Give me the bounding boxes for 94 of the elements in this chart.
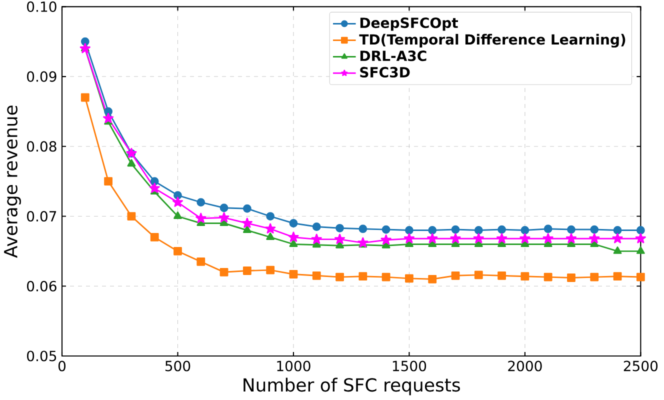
point: [266, 212, 275, 220]
point: [196, 198, 206, 206]
y-tick-label: 0.08: [27, 141, 56, 152]
y-tick-label: 0.05: [27, 350, 56, 362]
y-tick-label: 0.07: [27, 210, 56, 222]
legend-label: DRL-A3C: [360, 50, 426, 62]
point: [498, 225, 506, 234]
point: [404, 233, 415, 244]
x-tick-label: 1500: [392, 360, 426, 372]
point: [242, 226, 252, 233]
point: [635, 233, 646, 244]
point: [520, 226, 530, 234]
point: [613, 272, 622, 281]
y-tick-label: 0.09: [27, 71, 56, 82]
point: [474, 270, 483, 280]
x-axis-title: Number of SFC requests: [244, 378, 460, 396]
point: [544, 272, 552, 282]
point: [80, 37, 90, 46]
point: [520, 272, 530, 281]
point: [104, 107, 112, 116]
point: [450, 233, 461, 244]
point: [590, 225, 599, 234]
point: [172, 196, 184, 207]
point: [127, 212, 136, 220]
point: [149, 182, 160, 193]
point: [380, 234, 392, 245]
point: [428, 274, 437, 284]
point: [336, 224, 344, 232]
point: [636, 246, 645, 254]
point: [312, 271, 321, 280]
point: [289, 219, 298, 228]
point: [567, 274, 576, 282]
point: [428, 226, 437, 234]
point: [382, 272, 390, 282]
point: [358, 272, 368, 281]
point: [150, 233, 159, 242]
y-axis-title: Average revenue: [4, 106, 21, 258]
point: [312, 222, 321, 231]
point: [451, 225, 460, 234]
x-tick-label: 500: [165, 360, 190, 372]
point: [590, 272, 599, 282]
point: [265, 223, 276, 234]
point: [289, 270, 298, 278]
point: [589, 233, 600, 244]
point: [427, 233, 438, 244]
point: [266, 266, 275, 274]
point: [474, 226, 483, 234]
point: [358, 237, 368, 248]
point: [566, 233, 577, 244]
point: [358, 224, 368, 234]
point: [612, 233, 623, 244]
point: [336, 272, 344, 282]
x-tick-label: 2500: [624, 360, 658, 372]
x-tick-label: 1000: [277, 360, 310, 372]
point: [104, 177, 112, 186]
point: [498, 271, 506, 280]
x-tick-label: 2000: [508, 360, 542, 372]
point: [520, 233, 530, 244]
point: [102, 112, 114, 124]
point: [242, 218, 252, 228]
point: [174, 212, 182, 220]
point: [242, 266, 252, 275]
point: [636, 226, 645, 234]
point: [636, 272, 645, 282]
point: [567, 225, 576, 234]
point: [174, 246, 182, 256]
legend-label: DeepSFCOpt: [360, 18, 458, 31]
point: [80, 93, 90, 102]
point: [544, 224, 552, 234]
point: [613, 226, 622, 234]
y-tick-label: 0.10: [27, 1, 56, 12]
point: [382, 225, 390, 234]
point: [218, 212, 230, 222]
point: [242, 204, 252, 213]
legend-label: TD(Temporal Difference Learning): [359, 34, 626, 48]
point: [405, 274, 414, 283]
point: [288, 232, 299, 242]
y-tick-label: 0.06: [27, 280, 56, 292]
legend-label: SFC3D: [360, 66, 410, 78]
point: [613, 246, 622, 254]
point: [311, 234, 322, 244]
point: [196, 212, 206, 223]
point: [196, 257, 206, 266]
point: [220, 204, 228, 212]
point: [451, 271, 460, 280]
point: [127, 159, 136, 167]
point: [266, 232, 275, 240]
point: [334, 234, 346, 244]
point: [542, 233, 554, 244]
x-tick-label: 0: [58, 360, 66, 372]
point: [496, 233, 508, 244]
point: [220, 268, 228, 276]
point: [405, 226, 414, 234]
point: [473, 233, 484, 244]
